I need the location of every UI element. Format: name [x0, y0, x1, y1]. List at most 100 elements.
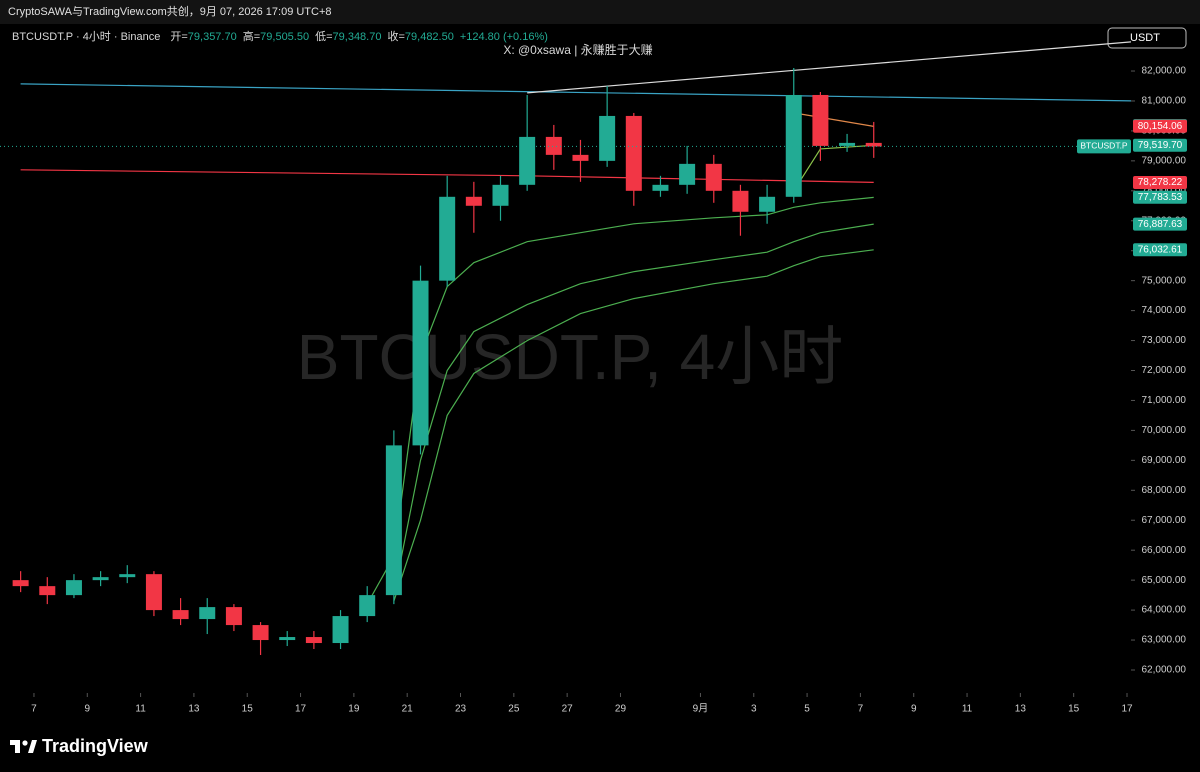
candle-body — [839, 142, 856, 146]
price-label: 77,783.53 — [1138, 192, 1183, 203]
price-label-box — [1133, 243, 1187, 257]
price-label: 79,519.70 — [1138, 140, 1183, 151]
indicator-line — [527, 41, 1131, 94]
candle-body — [359, 595, 376, 617]
watermark: BTCUSDT.P, 4小时 — [297, 321, 844, 393]
ohlc-value: 79,505.50 — [260, 31, 309, 43]
y-tick-label: 68,000.00 — [1142, 485, 1187, 496]
plot — [0, 41, 1131, 656]
ohlc-value: 79,357.70 — [188, 31, 237, 43]
x-tick-label: 17 — [1121, 704, 1133, 715]
symbol-line: BTCUSDT.P · 4小时 · Binance — [12, 30, 160, 43]
x-tick-label: 15 — [242, 704, 254, 715]
x-tick-label: 17 — [295, 704, 307, 715]
footer-logo — [10, 740, 37, 753]
candle-body — [519, 136, 536, 185]
y-tick-label: 71,000.00 — [1142, 395, 1187, 406]
candle-body — [625, 115, 642, 191]
candle-body — [279, 637, 296, 641]
candle-body — [119, 574, 136, 578]
candle-body — [65, 580, 82, 596]
y-tick-label: 74,000.00 — [1142, 305, 1187, 316]
x-tick-label: 19 — [348, 704, 360, 715]
x-tick-label: 25 — [508, 704, 520, 715]
candle-body — [412, 280, 429, 446]
candle-body — [332, 616, 349, 644]
price-label: 76,887.63 — [1138, 219, 1183, 230]
candle-body — [439, 196, 456, 281]
y-tick-label: 81,000.00 — [1142, 96, 1187, 107]
last-price-tag-label: BTCUSDT.P — [1080, 141, 1128, 151]
x-tick-label: 29 — [615, 704, 627, 715]
ohlc-value: 79,348.70 — [333, 31, 382, 43]
candle-body — [39, 586, 56, 596]
x-tick-label: 5 — [804, 704, 810, 715]
y-tick-label: 75,000.00 — [1142, 275, 1187, 286]
x-tick-label: 27 — [562, 704, 574, 715]
candle-body — [465, 196, 482, 206]
candle-body — [305, 637, 322, 644]
y-tick-label: 73,000.00 — [1142, 335, 1187, 346]
candle-body — [865, 142, 882, 147]
candle-body — [812, 94, 829, 146]
footer-logo-text: TradingView — [42, 736, 149, 756]
y-tick-label: 62,000.00 — [1142, 665, 1187, 676]
price-label-box — [1133, 175, 1187, 189]
y-tick-label: 67,000.00 — [1142, 515, 1187, 526]
candle-body — [572, 154, 589, 161]
candle-body — [385, 445, 402, 596]
x-tick-label: 9 — [911, 704, 917, 715]
x-tick-label: 21 — [402, 704, 414, 715]
candle-body — [732, 190, 749, 212]
x-tick-label: 3 — [751, 704, 757, 715]
top-bar-text: CryptoSAWA与TradingView.com共创，9月 07, 2026… — [8, 5, 332, 18]
change: +124.80 (+0.16%) — [460, 31, 548, 43]
price-label: 76,032.61 — [1138, 244, 1183, 255]
price-label-box — [1133, 138, 1187, 152]
price-label-box — [1133, 217, 1187, 231]
x-tick-label: 7 — [31, 704, 37, 715]
price-label: 80,154.06 — [1138, 121, 1183, 132]
price-label-box — [1133, 190, 1187, 204]
ohlc-value: 79,482.50 — [405, 31, 454, 43]
candle-body — [172, 610, 189, 620]
indicator-line — [393, 223, 874, 596]
indicator-line — [393, 249, 874, 602]
ohlc-label: 收= — [387, 29, 404, 43]
candle-body — [492, 184, 509, 206]
indicator-line — [793, 112, 874, 127]
y-tick-label: 64,000.00 — [1142, 605, 1187, 616]
ohlc-label: 低= — [315, 30, 332, 43]
y-tick-label: 82,000.00 — [1142, 66, 1187, 77]
x-tick-label: 11 — [962, 704, 973, 715]
y-tick-label: 70,000.00 — [1142, 425, 1187, 436]
ohlc-label: 开= — [170, 31, 187, 43]
candle-body — [225, 607, 242, 626]
x-tick-label: 13 — [188, 704, 200, 715]
y-tick-label: 72,000.00 — [1142, 365, 1187, 376]
y-tick-label: 66,000.00 — [1142, 545, 1187, 556]
y-tick-label: 69,000.00 — [1142, 455, 1187, 466]
currency-label: USDT — [1130, 32, 1160, 44]
price-label: 78,278.22 — [1138, 177, 1183, 188]
x-tick-label: 13 — [1015, 704, 1027, 715]
candle-body — [705, 163, 722, 191]
x-tick-label: 9月 — [693, 703, 709, 715]
candle-body — [759, 196, 776, 212]
candle-body — [652, 184, 669, 191]
candle-body — [92, 577, 109, 581]
candle-body — [785, 94, 802, 197]
x-tick-label: 9 — [84, 704, 90, 715]
x-tick-label: 11 — [135, 704, 146, 715]
last-price-tag — [1077, 139, 1131, 154]
price-label-box — [1133, 119, 1187, 133]
x-tick-label: 15 — [1068, 704, 1080, 715]
candle-body — [199, 607, 216, 620]
candle-body — [145, 574, 162, 611]
candle-body — [679, 163, 696, 185]
currency-button[interactable] — [1107, 27, 1187, 49]
indicator-line — [20, 83, 1131, 102]
x-tick-label: 7 — [858, 704, 864, 715]
y-tick-label: 65,000.00 — [1142, 575, 1187, 586]
